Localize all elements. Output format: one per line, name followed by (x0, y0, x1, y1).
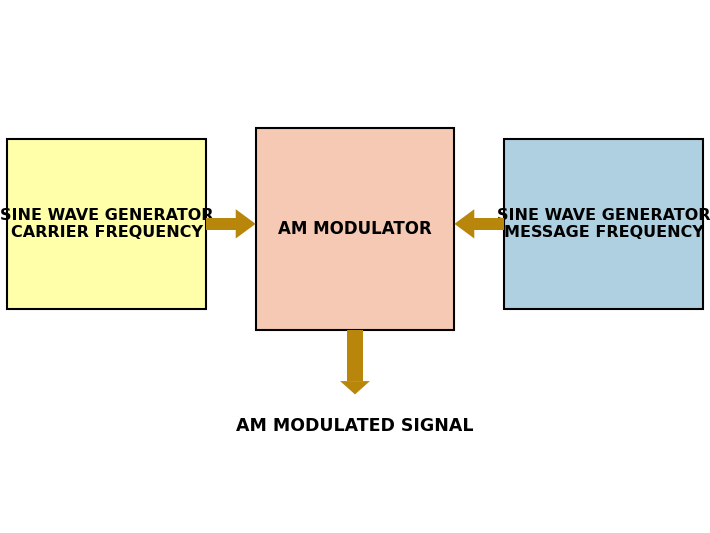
FancyBboxPatch shape (256, 128, 454, 330)
Text: AM MODULATOR: AM MODULATOR (278, 220, 432, 238)
Text: SINE WAVE GENERATOR
CARRIER FREQUENCY: SINE WAVE GENERATOR CARRIER FREQUENCY (0, 208, 213, 240)
Polygon shape (474, 218, 504, 230)
Polygon shape (236, 209, 256, 239)
Polygon shape (347, 330, 363, 381)
Polygon shape (206, 218, 236, 230)
FancyBboxPatch shape (504, 139, 703, 309)
Text: AM MODULATED SIGNAL: AM MODULATED SIGNAL (236, 417, 474, 435)
FancyBboxPatch shape (7, 139, 206, 309)
Text: SINE WAVE GENERATOR
MESSAGE FREQUENCY: SINE WAVE GENERATOR MESSAGE FREQUENCY (497, 208, 710, 240)
Polygon shape (454, 209, 474, 239)
Polygon shape (340, 381, 370, 394)
